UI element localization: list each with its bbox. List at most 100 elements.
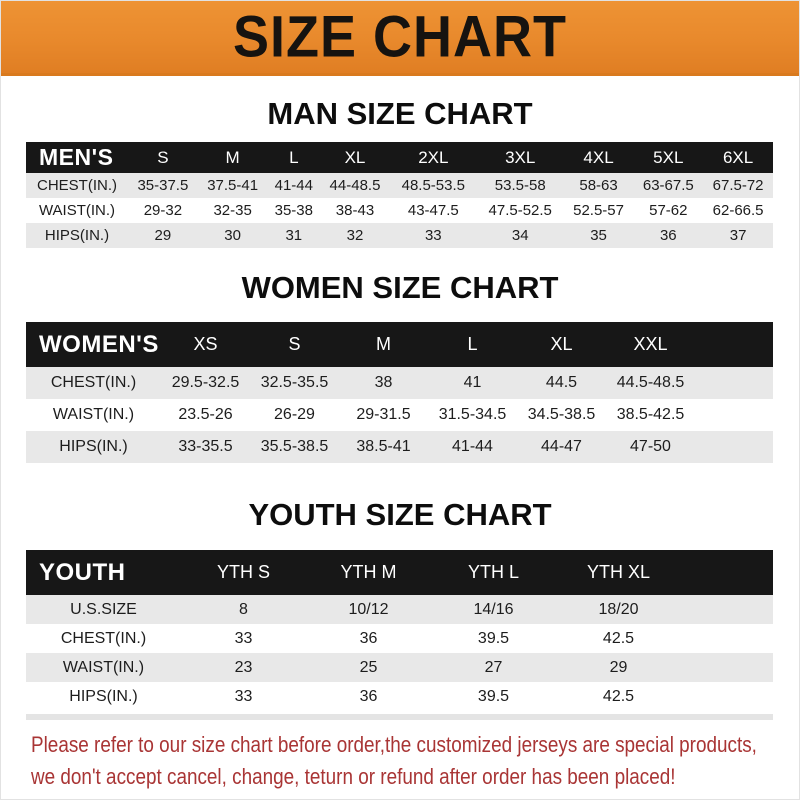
size-cell: 42.5 (602, 687, 635, 705)
size-cell: 32.5-35.5 (260, 374, 329, 391)
size-cell: 38-43 (335, 202, 375, 219)
row-label: WAIST(IN.) (38, 202, 116, 219)
size-cell: 44-48.5 (329, 177, 381, 194)
row-label: HIPS(IN.) (59, 438, 128, 455)
youth-size-header: YTH XL (556, 550, 681, 595)
men-size-header: 3XL (476, 142, 564, 173)
row-label: HIPS(IN.) (69, 687, 138, 705)
size-cell: 38 (374, 374, 393, 391)
title-banner: SIZE CHART (1, 1, 799, 76)
size-cell: 33 (234, 687, 253, 705)
spacer-cell (695, 431, 773, 463)
size-cell: 67.5-72 (712, 177, 764, 194)
size-cell: 44-47 (541, 438, 582, 455)
men-size-header: S (128, 142, 198, 173)
row-label: U.S.SIZE (70, 600, 137, 618)
size-cell: 29.5-32.5 (171, 374, 240, 391)
size-cell: 32 (346, 227, 364, 244)
size-cell: 33-35.5 (178, 438, 233, 455)
size-cell: 32-35 (213, 202, 252, 219)
page-title: SIZE CHART (233, 4, 567, 70)
size-cell: 47-50 (630, 438, 671, 455)
size-cell: 44.5 (545, 374, 578, 391)
table-row: CHEST(IN.) 33 36 39.5 42.5 (26, 624, 773, 653)
row-label: HIPS(IN.) (44, 227, 110, 244)
table-row: HIPS(IN.) 33 36 39.5 42.5 (26, 682, 773, 711)
spacer-cell (695, 399, 773, 431)
youth-size-header: YTH S (181, 550, 306, 595)
size-cell: 47.5-52.5 (488, 202, 552, 219)
disclaimer-line-1: Please refer to our size chart before or… (31, 732, 757, 757)
spacer-cell (681, 624, 773, 653)
size-cell: 38.5-41 (356, 438, 411, 455)
size-cell: 29-31.5 (356, 406, 411, 423)
spacer-cell (681, 682, 773, 711)
youth-size-table: YOUTH YTH S YTH M YTH L YTH XL U.S.SIZE … (26, 550, 773, 711)
size-cell: 41 (463, 374, 482, 391)
size-cell: 43-47.5 (407, 202, 459, 219)
table-row: HIPS(IN.) 33-35.5 35.5-38.5 38.5-41 41-4… (26, 431, 773, 463)
size-cell: 29 (154, 227, 172, 244)
youth-table-label: YOUTH (26, 550, 181, 595)
size-cell: 41-44 (274, 177, 313, 194)
size-cell: 44.5-48.5 (616, 374, 685, 391)
size-cell: 26-29 (274, 406, 315, 423)
men-size-header: L (267, 142, 321, 173)
men-size-header: 5XL (633, 142, 704, 173)
table-row: WAIST(IN.) 23.5-26 26-29 29-31.5 31.5-34… (26, 399, 773, 431)
spacer-cell (681, 550, 773, 595)
size-cell: 42.5 (602, 629, 635, 647)
size-cell: 29-32 (143, 202, 183, 219)
size-cell: 36 (659, 227, 677, 244)
men-size-header: 6XL (703, 142, 773, 173)
men-size-header: 2XL (389, 142, 477, 173)
size-cell: 48.5-53.5 (401, 177, 465, 194)
women-size-header: XS (161, 322, 250, 367)
table-row: HIPS(IN.) 29 30 31 32 33 34 35 36 37 (26, 223, 773, 248)
youth-header-row: YOUTH YTH S YTH M YTH L YTH XL (26, 550, 773, 595)
size-cell: 37 (729, 227, 747, 244)
size-cell: 34 (511, 227, 529, 244)
size-cell: 63-67.5 (642, 177, 694, 194)
size-cell: 57-62 (649, 202, 688, 219)
size-cell: 52.5-57 (573, 202, 624, 219)
size-cell: 10/12 (348, 600, 389, 618)
spacer-cell (695, 367, 773, 399)
women-size-header: S (250, 322, 339, 367)
men-size-header: 4XL (563, 142, 634, 173)
size-cell: 62-66.5 (712, 202, 764, 219)
size-cell: 39.5 (477, 629, 510, 647)
size-cell: 36 (359, 687, 378, 705)
size-cell: 23 (234, 658, 253, 676)
row-label: CHEST(IN.) (37, 177, 117, 194)
row-label: CHEST(IN.) (60, 629, 147, 647)
size-cell: 53.5-58 (494, 177, 546, 194)
size-cell: 34.5-38.5 (527, 406, 596, 423)
size-cell: 39.5 (477, 687, 510, 705)
size-cell: 35-38 (274, 202, 313, 219)
size-cell: 36 (359, 629, 378, 647)
size-cell: 18/20 (598, 600, 639, 618)
size-cell: 25 (359, 658, 378, 676)
women-section-title: WOMEN SIZE CHART (241, 270, 559, 305)
men-header-row: MEN'S S M L XL 2XL 3XL 4XL 5XL 6XL (26, 142, 773, 173)
size-cell: 37.5-41 (207, 177, 259, 194)
size-cell: 8 (239, 600, 248, 618)
men-section-title: MAN SIZE CHART (267, 96, 533, 131)
table-row: CHEST(IN.) 35-37.5 37.5-41 41-44 44-48.5… (26, 173, 773, 198)
men-size-table: MEN'S S M L XL 2XL 3XL 4XL 5XL 6XL CHEST… (26, 142, 773, 248)
size-cell: 33 (234, 629, 253, 647)
table-row: CHEST(IN.) 29.5-32.5 32.5-35.5 38 41 44.… (26, 367, 773, 399)
women-size-header: M (339, 322, 428, 367)
size-cell: 29 (609, 658, 628, 676)
table-bottom-strip (26, 714, 773, 720)
men-size-header: XL (320, 142, 390, 173)
size-cell: 35.5-38.5 (260, 438, 329, 455)
spacer-cell (695, 322, 773, 367)
row-label: WAIST(IN.) (52, 406, 135, 423)
men-size-header: M (197, 142, 268, 173)
size-cell: 31 (285, 227, 303, 244)
size-cell: 33 (424, 227, 442, 244)
spacer-cell (681, 595, 773, 624)
